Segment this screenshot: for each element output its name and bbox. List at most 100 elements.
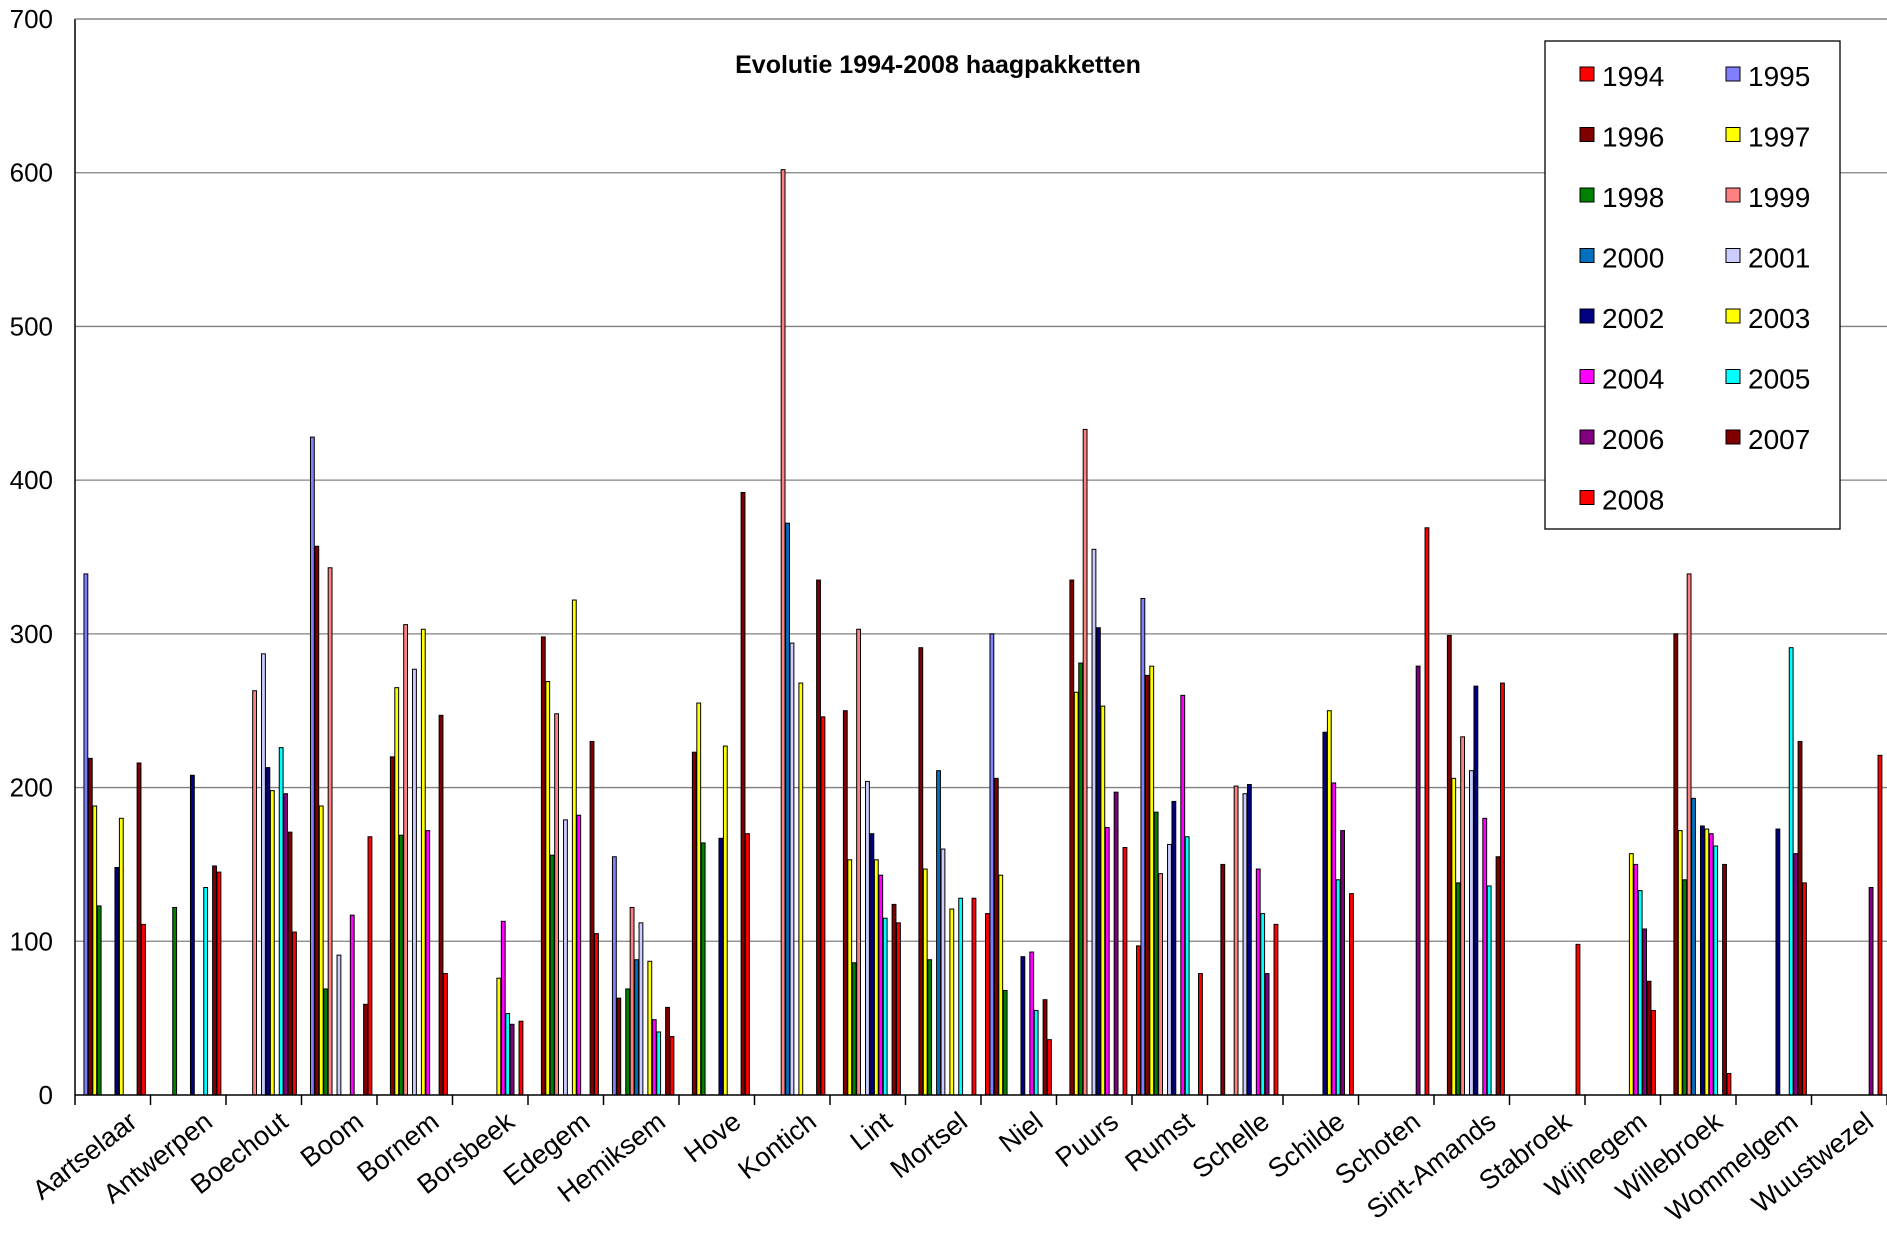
bar-2004-hemiksem — [651, 1019, 657, 1096]
bar-1996-puurs — [1069, 579, 1075, 1096]
bar-2002-hove — [718, 837, 724, 1096]
bar-2008-stabroek — [1575, 943, 1581, 1096]
bar-2004-niel — [1029, 951, 1035, 1096]
bar-1998-niel — [1002, 989, 1008, 1096]
bar-1997-lint — [847, 859, 853, 1096]
legend-swatch-1998 — [1579, 187, 1595, 203]
bar-2007-wommelgem — [1797, 740, 1803, 1096]
bar-1998-lint — [851, 962, 857, 1096]
bar-2000-kontich — [785, 522, 790, 1096]
bar-2002-niel — [1020, 956, 1026, 1096]
bar-2007-sint-amands — [1495, 856, 1501, 1096]
bar-2003-willebroek — [1704, 828, 1710, 1096]
bar-2006-schoten — [1415, 665, 1421, 1096]
bar-2002-puurs — [1095, 627, 1101, 1096]
bar-2008-schelle — [1273, 923, 1279, 1096]
x-category-label: Niel — [993, 1106, 1048, 1158]
bar-1994-rumst — [1136, 945, 1141, 1096]
bar-2008-wuustwezel — [1877, 754, 1883, 1096]
bar-2007-hemiksem — [665, 1006, 670, 1096]
legend-label: 1997 — [1748, 122, 1810, 153]
y-axis-tick-labels: 0 100 200 300 400 500 600 700 — [10, 4, 53, 1110]
y-tick-label: 700 — [10, 4, 53, 34]
bar-2005-sint-amands — [1486, 885, 1492, 1096]
bar-2006-schilde — [1340, 830, 1346, 1096]
bar-1999-bornem — [403, 624, 409, 1096]
bar-1996-bornem — [389, 756, 395, 1096]
bar-2001-bornem — [412, 668, 417, 1096]
bar-2002-schelle — [1246, 783, 1252, 1096]
bar-2006-wuustwezel — [1868, 886, 1874, 1096]
legend-swatch-2000 — [1579, 248, 1595, 263]
bar-2002-sint-amands — [1473, 685, 1479, 1096]
bar-2003-mortsel — [949, 908, 955, 1096]
bar-2008-wommelgem — [1802, 882, 1807, 1096]
bar-2002-antwerpen — [189, 774, 195, 1096]
legend-swatch-2003 — [1725, 308, 1741, 324]
bar-2002-schilde — [1322, 731, 1328, 1096]
bar-2008-boom — [367, 836, 373, 1096]
legend: 1994 1995 1996 1997 1998 1999 2000 2001 2002 2003… — [1544, 40, 1841, 530]
bar-2002-boechout — [265, 767, 271, 1096]
bar-2008-schoten — [1424, 527, 1430, 1096]
bar-1999-kontich — [780, 169, 786, 1096]
bar-2004-schelle — [1255, 868, 1261, 1096]
y-tick-label: 300 — [10, 619, 53, 649]
x-category-label: Mortsel — [885, 1106, 973, 1184]
bar-2005-rumst — [1184, 836, 1190, 1096]
bar-1997-boom — [318, 805, 324, 1096]
bar-2006-schelle — [1264, 973, 1270, 1096]
bar-2008-schilde — [1349, 893, 1354, 1096]
bar-2004-edegem — [576, 814, 582, 1096]
bar-2001-schelle — [1242, 793, 1248, 1096]
bar-2001-rumst — [1167, 843, 1172, 1096]
bar-1996-willebroek — [1673, 633, 1679, 1096]
bar-2002-willebroek — [1699, 825, 1705, 1096]
legend-label: 1994 — [1602, 61, 1664, 92]
bar-2001-lint — [865, 780, 870, 1096]
bar-2003-hemiksem — [647, 960, 653, 1096]
bar-2004-schilde — [1331, 782, 1337, 1096]
bar-2004-boom — [349, 914, 355, 1096]
legend-label: 2000 — [1602, 243, 1664, 274]
chart-title: Evolutie 1994-2008 haagpakketten — [735, 51, 1141, 79]
legend-swatch-2007 — [1725, 429, 1741, 445]
bar-1996-mortsel — [918, 647, 924, 1096]
y-tick-label: 200 — [10, 773, 53, 803]
legend-label: 2001 — [1748, 243, 1810, 274]
bar-1999-boechout — [252, 690, 258, 1096]
bar-2002-lint — [869, 833, 875, 1096]
bar-2007-willebroek — [1722, 863, 1727, 1096]
bar-1996-lint — [842, 710, 848, 1096]
bar-2003-bornem — [420, 628, 426, 1096]
bar-2005-schelle — [1260, 913, 1266, 1096]
x-category-label: Schelle — [1187, 1106, 1275, 1184]
bar-1997-edegem — [545, 681, 551, 1096]
bar-1998-edegem — [549, 854, 555, 1096]
bar-1998-hove — [700, 842, 706, 1096]
bar-2003-edegem — [571, 599, 577, 1096]
bar-1998-sint-amands — [1455, 882, 1461, 1096]
bar-1998-rumst — [1153, 811, 1159, 1096]
bar-2001-boechout — [261, 653, 266, 1096]
legend-swatch-1997 — [1725, 127, 1741, 142]
bar-1996-rumst — [1144, 674, 1150, 1096]
bar-2008-mortsel — [971, 897, 977, 1096]
bar-1996-sint-amands — [1446, 634, 1452, 1096]
bar-2005-lint — [882, 917, 888, 1096]
bar-2006-borsbeek — [509, 1023, 515, 1096]
bar-1997-hove — [696, 702, 702, 1096]
bar-2001-sint-amands — [1469, 770, 1474, 1096]
bar-2007-aartselaar — [136, 762, 142, 1096]
legend-swatch-2002 — [1579, 308, 1595, 324]
bar-1996-edegem — [540, 636, 546, 1096]
bar-1998-hemiksem — [625, 988, 631, 1096]
bar-1997-mortsel — [922, 868, 928, 1096]
bar-2003-borsbeek — [496, 977, 502, 1096]
legend-swatch-1994 — [1579, 66, 1595, 82]
bar-2006-puurs — [1113, 791, 1119, 1096]
legend-label: 2004 — [1602, 364, 1664, 395]
